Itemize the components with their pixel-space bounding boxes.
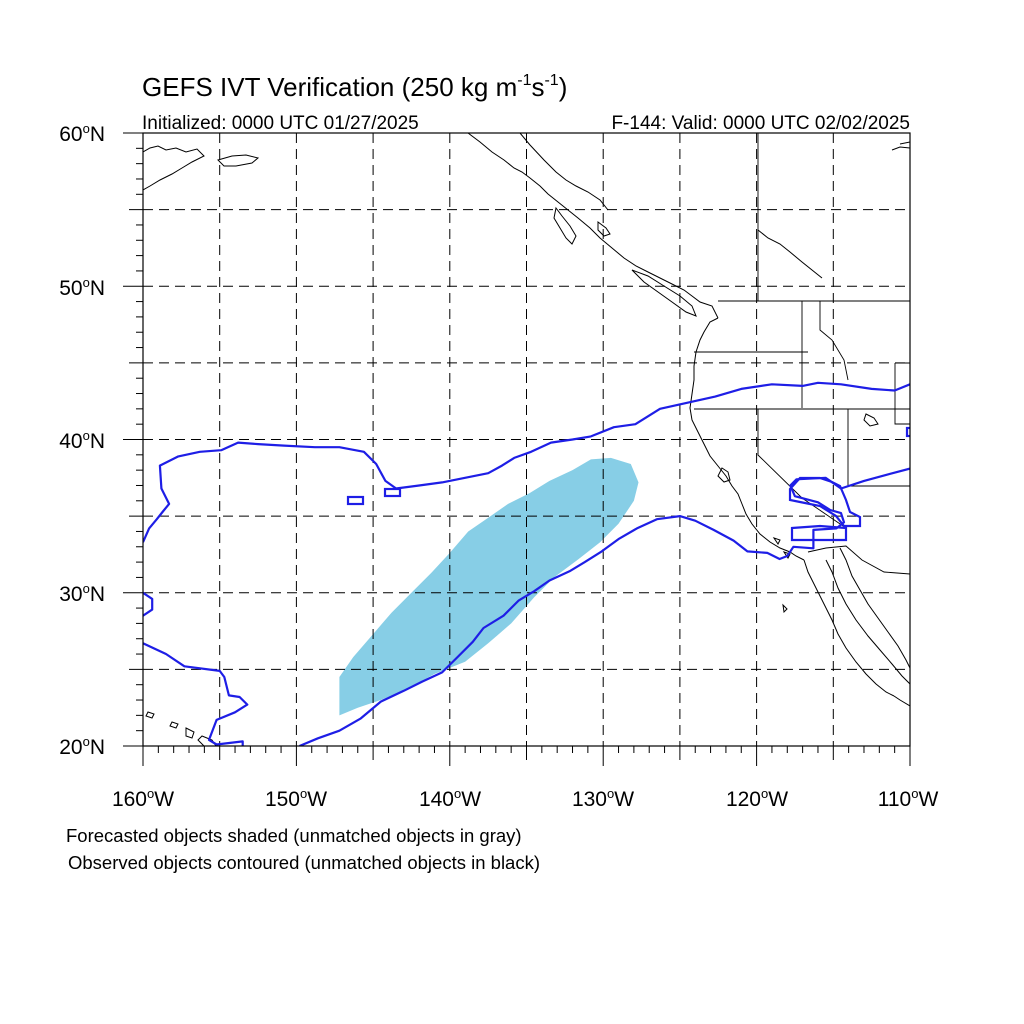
- valid-time: F-144: Valid: 0000 UTC 02/02/2025: [611, 113, 910, 134]
- plot-area: [143, 133, 910, 746]
- lon-label-150: 150oW: [265, 786, 327, 811]
- lon-label-160: 160oW: [112, 786, 174, 811]
- footnote-forecast: Forecasted objects shaded (unmatched obj…: [66, 825, 522, 846]
- observed-objects-contoured: [143, 381, 910, 746]
- observed-object-contour-1: [143, 642, 249, 746]
- lon-label-110: 110oW: [878, 786, 939, 811]
- figure-title: GEFS IVT Verification (250 kg m-1s-1): [142, 72, 567, 102]
- lat-label-30: 30oN: [59, 581, 105, 606]
- lat-label-20: 20oN: [59, 734, 105, 759]
- lon-label-140: 140oW: [419, 786, 481, 811]
- forecast-object-shaded: [339, 457, 639, 716]
- observed-object-contour-4: [143, 591, 154, 617]
- lon-label-120: 120oW: [726, 786, 788, 811]
- longitude-labels: 160oW 150oW 140oW 130oW 120oW 110oW: [112, 786, 939, 811]
- lon-label-130: 130oW: [572, 786, 634, 811]
- initialized-time: Initialized: 0000 UTC 01/27/2025: [142, 113, 419, 134]
- observed-object-contour-3: [143, 381, 910, 543]
- lat-label-60: 60oN: [59, 121, 105, 146]
- observed-object-contour-2: [299, 467, 910, 746]
- axis-ticks: [123, 132, 911, 766]
- lat-lon-grid: [143, 133, 910, 746]
- coastlines: [143, 133, 910, 746]
- latitude-labels: 60oN 50oN 40oN 30oN 20oN: [59, 121, 105, 759]
- lat-label-40: 40oN: [59, 428, 105, 453]
- lat-label-50: 50oN: [59, 275, 105, 300]
- footnote-observed: Observed objects contoured (unmatched ob…: [68, 852, 540, 873]
